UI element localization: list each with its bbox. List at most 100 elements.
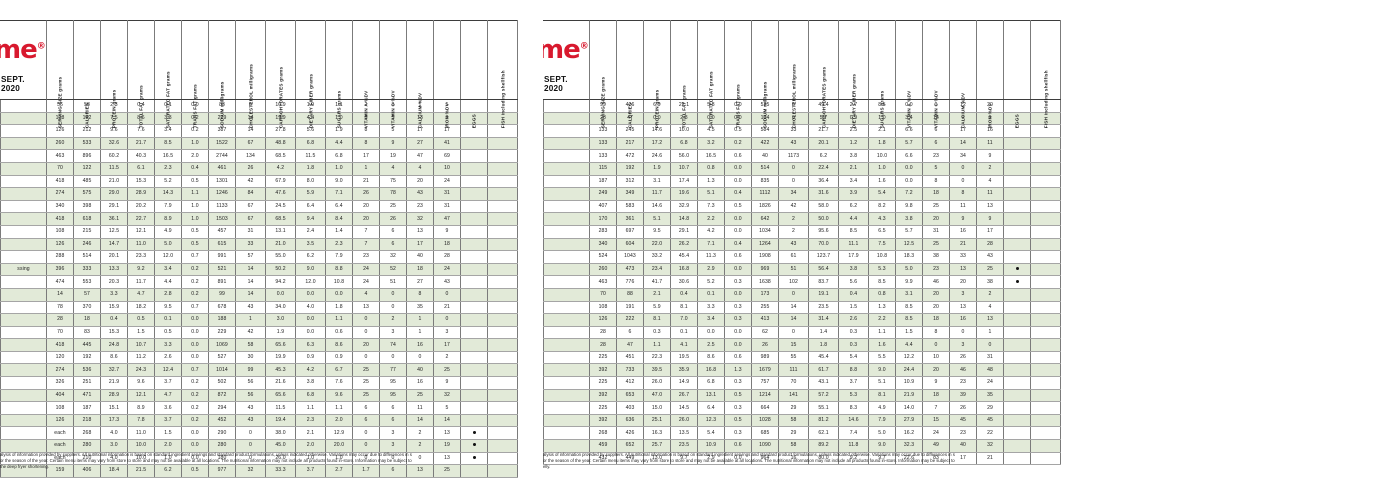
column-header-fiber[interactable]: DIETARY FIBER grams [295, 20, 326, 129]
table-row[interactable]: 283 697 9.5 29.1 4.2 0.0 1034 2 95.6 8.5 6.5 5.7 31 1… [543, 225, 1061, 239]
column-header-vitc[interactable]: VITAMIN C %DV [379, 20, 407, 129]
table-row[interactable]: 392 653 47.0 26.7 13.1 0.5 1214 141 57.2 5.3 8.1 21… [543, 389, 1061, 403]
column-header-vita[interactable]: VITAMIN A %DV [352, 20, 380, 129]
column-header-chol[interactable]: CHOLESTEROL milligrams [778, 20, 809, 129]
table-row[interactable]: 187 312 3.1 17.4 1.3 0.0 835 0 36.4 3.4 1.6 0.0 8 0 4 [543, 175, 1061, 189]
column-header-eggs[interactable]: EGGS [1003, 20, 1031, 129]
table-row[interactable]: 432 449 13.0 9.7 2.9 0.0 964 16 80.0 9.2 9.7 22.6 83… [543, 452, 1061, 466]
table-row[interactable]: 170 361 5.1 14.8 2.2 0.0 642 2 50.0 4.4 4.3 3.8 20 9 9 [543, 212, 1061, 226]
table-row[interactable]: 126 212 9.6 7.6 3.4 0.2 387 14 27.8 5.6 1.9 8 5 17 17 [0, 124, 518, 138]
column-header-iron[interactable]: IRON %DV [976, 20, 1004, 129]
column-header-sugars[interactable]: SUGARS grams [325, 20, 353, 129]
cell-calcium: 2 [406, 439, 434, 453]
table-row[interactable]: 126 218 17.3 7.8 3.7 0.2 452 43 19.4 2.3 2.0 6 6 14 14 [0, 414, 518, 428]
table-row[interactable]: 260 473 23.4 16.8 2.9 0.0 969 51 56.4 3.8 5.3 5.0 23… [543, 263, 1061, 277]
table-row[interactable]: 392 636 25.1 26.0 12.3 0.5 1028 58 81.2 14.6 7.9 27… [543, 414, 1061, 428]
table-row[interactable]: each 280 3.0 10.0 2.0 0.0 280 0 45.0 2.0 20.0 0 3 2 19 [0, 439, 518, 453]
table-row[interactable]: 28 18 0.4 0.5 0.1 0.0 188 1 3.0 0.0 1.1 0 2 1 0 [0, 313, 518, 327]
cell-calories: 575 [73, 187, 101, 201]
table-row[interactable]: 225 403 15.0 14.5 6.4 0.3 664 29 55.1 8.3 4.9 14.0 7… [543, 401, 1061, 415]
table-row[interactable]: 274 575 29.0 28.9 14.3 1.1 1246 84 47.6 5.9 7.1 26 7… [0, 187, 518, 201]
table-row[interactable]: 249 349 11.7 19.6 5.1 0.4 1112 34 31.6 3.9 5.4 7.2 1… [543, 187, 1061, 201]
table-row[interactable]: 133 217 17.2 6.8 3.2 0.2 422 43 20.1 1.2 1.8 5.7 6 14… [543, 137, 1061, 151]
column-header-fish[interactable]: FISH including shellfish [1030, 20, 1061, 129]
table-row[interactable]: 70 88 2.1 0.4 0.1 0.0 173 0 19.1 0.4 0.8 3.1 20 3 2 [543, 288, 1061, 302]
column-header-vitc[interactable]: VITAMIN C %DV [922, 20, 950, 129]
table-row[interactable]: 108 187 15.1 8.9 3.6 0.2 294 43 11.5 1.1 1.1 6 6 11 5 [0, 401, 518, 415]
table-row[interactable]: ssing 396 333 13.3 9.2 3.4 0.2 521 14 50.2 9.0 8.8 2… [0, 263, 518, 277]
table-row[interactable]: 78 370 15.9 18.2 9.5 0.7 678 43 34.0 4.0 1.8 13 0 35 2… [0, 301, 518, 315]
column-header-fish[interactable]: FISH including shellfish [487, 20, 518, 129]
table-row[interactable]: 133 472 24.6 56.0 16.5 0.6 40 1173 6.2 3.8 10.0 6.6… [543, 149, 1061, 163]
table-row[interactable]: 14 57 3.3 4.7 2.8 0.2 99 14 0.0 0.0 0.0 4 0 8 0 [0, 288, 518, 302]
table-row[interactable]: 340 398 29.1 20.2 7.9 1.0 1133 67 24.5 6.4 6.4 20 25… [0, 200, 518, 214]
table-row[interactable]: 28 47 1.1 4.1 2.5 0.0 26 15 1.8 0.3 1.6 4.4 0 3 0 [543, 338, 1061, 352]
table-row[interactable]: 28 47 0.0 2.8 0.0 0.0 104 0 5.7 0.9 1.0 3.4 14 0 0 [543, 112, 1061, 126]
table-row[interactable]: 407 583 14.6 32.9 7.3 0.5 1826 42 58.0 6.2 8.2 9.8 2… [543, 200, 1061, 214]
table-row[interactable]: 268 426 16.3 13.5 5.4 0.3 685 29 62.1 7.4 5.0 16.2 2… [543, 426, 1061, 441]
column-header-protein[interactable]: PROTEIN grams [100, 20, 128, 129]
column-header-serving[interactable]: SERVING SIZE grams [589, 20, 617, 129]
table-row[interactable]: 326 251 21.9 9.6 3.7 0.2 502 56 21.6 3.8 7.6 25 95 16… [0, 376, 518, 390]
table-row[interactable]: 159 406 18.4 21.5 6.2 0.5 977 32 33.3 3.7 2.7 1.7 6 1… [0, 464, 518, 478]
table-row[interactable]: 260 533 32.6 21.7 8.5 1.0 1522 67 48.8 6.8 4.4 8 9 27… [0, 137, 518, 151]
table-row[interactable]: 108 191 5.9 8.1 3.3 0.3 255 14 23.5 1.5 1.3 8.5 20 13… [543, 301, 1061, 315]
cell-carbs: 95.6 [808, 225, 839, 239]
column-header-sodium[interactable]: SODIUM milligrams [208, 20, 236, 129]
nutrition-table-left[interactable]: SERVING SIZE grams CALORIES PROTEIN grams T… [0, 20, 518, 478]
column-header-iron[interactable]: IRON %DV [433, 20, 461, 129]
table-row[interactable]: 133 245 14.6 10.0 4.5 0.5 584 33 21.7 2.5 2.1 6.6 6 1… [543, 124, 1061, 138]
column-header-carbs[interactable]: CARBOHYDRATES grams [808, 20, 839, 129]
table-row[interactable]: 28 6 0.3 0.1 0.0 0.0 62 0 1.4 0.3 1.1 1.5 8 0 1 [543, 326, 1061, 340]
column-header-vita[interactable]: VITAMIN A %DV [895, 20, 923, 129]
column-header-serving[interactable]: SERVING SIZE grams [46, 20, 74, 129]
table-row[interactable]: 524 1043 33.2 45.4 11.3 0.6 1908 61 123.7 17.9 10.… [543, 250, 1061, 264]
table-row[interactable]: 392 733 39.5 35.9 16.8 1.3 1679 111 61.7 8.8 9.0 24… [543, 363, 1061, 378]
table-row[interactable]: 115 192 1.9 10.7 0.8 0.0 514 0 22.4 2.1 1.0 0.0 5 0 2 [543, 162, 1061, 176]
column-header-transfat[interactable]: TRANS FAT grams [724, 20, 752, 129]
table-row[interactable]: 108 182 7.5 8.6 3.3 0.2 229 14 19.9 4.4 1.0 8 5 13 8 [0, 112, 518, 126]
cell-iron: 13 [433, 452, 461, 466]
column-header-calories[interactable]: CALORIES [616, 20, 644, 129]
column-header-calcium[interactable]: CALCIUM %DV [406, 20, 434, 129]
column-header-sodium[interactable]: SODIUM milligrams [751, 20, 779, 129]
column-header-totalfat[interactable]: TOTAL FAT grams [127, 20, 155, 129]
column-header-calcium[interactable]: CALCIUM %DV [949, 20, 977, 129]
table-row[interactable]: 474 553 20.3 11.7 4.4 0.2 891 14 94.2 12.0 10.8 24 5… [0, 275, 518, 289]
table-row[interactable]: 99 426 6.9 22.1 5.3 0.0 525 0 49.4 2.7 8.5 0.0 0 12 20 [543, 99, 1061, 113]
table-row[interactable]: 120 192 8.6 11.2 2.6 0.0 527 30 19.9 0.9 0.9 0 0 0 2 [0, 351, 518, 365]
table-row[interactable]: 463 896 60.2 40.3 16.5 2.0 2744 134 68.5 11.5 6.8 1… [0, 149, 518, 163]
table-row[interactable]: 126 222 8.1 7.0 3.4 0.3 413 14 31.4 2.6 2.2 8.5 18 16… [543, 313, 1061, 327]
table-row[interactable]: 418 618 36.1 22.7 8.9 1.0 1503 67 68.5 9.4 8.4 20 26… [0, 212, 518, 226]
table-row[interactable]: 288 514 20.1 23.3 12.0 0.7 991 57 55.0 6.2 7.9 23 32… [0, 250, 518, 264]
column-header-chol[interactable]: CHOLESTEROL milligrams [235, 20, 266, 129]
table-row[interactable]: 418 445 24.8 10.7 3.3 0.0 1069 58 65.6 6.3 8.6 20 74… [0, 338, 518, 352]
table-row[interactable]: 56 58 2.3 0.4 0.1 0.0 83 0 10.9 1.9 1.1 2 8 1 5 [0, 99, 518, 113]
table-row[interactable]: 70 122 11.5 6.1 2.3 0.4 461 26 4.2 1.8 1.0 1 4 4 10 [0, 162, 518, 176]
table-row[interactable]: each 268 4.0 11.0 1.5 0.0 290 0 38.0 2.1 12.9 0 3 2 13 [0, 426, 518, 441]
table-row[interactable]: 126 246 14.7 11.0 5.0 0.5 615 33 21.0 3.5 2.3 7 6 17 1… [0, 238, 518, 252]
table-row[interactable]: 225 412 26.0 14.9 6.8 0.3 757 70 43.1 3.7 5.1 10.9 9… [543, 376, 1061, 390]
column-header-satfat[interactable]: SATURATED FAT grams [154, 20, 182, 129]
table-row[interactable]: 418 485 21.0 15.3 5.2 0.5 1301 42 67.9 8.0 9.0 21 75… [0, 175, 518, 189]
cell-eggs [1003, 238, 1031, 252]
column-header-fiber[interactable]: DIETARY FIBER grams [838, 20, 869, 129]
column-header-eggs[interactable]: EGGS [460, 20, 488, 129]
table-row[interactable]: 459 652 25.7 23.5 10.9 0.6 1090 58 89.2 11.8 9.0 32… [543, 439, 1061, 453]
nutrition-table-right[interactable]: SERVING SIZE grams CALORIES PROTEIN grams T… [543, 20, 1061, 466]
column-header-sugars[interactable]: SUGARS grams [868, 20, 896, 129]
column-header-transfat[interactable]: TRANS FAT grams [181, 20, 209, 129]
column-header-calories[interactable]: CALORIES [73, 20, 101, 129]
column-header-carbs[interactable]: CARBOHYDRATES grams [265, 20, 296, 129]
table-row[interactable]: 225 451 22.3 19.5 8.6 0.6 989 55 45.4 5.4 5.5 12.2 1… [543, 351, 1061, 365]
table-row[interactable]: each 210 4.0 10.0 1.0 0.0 180 0 26.0 1.0 1.0 0 0 0 13 [0, 452, 518, 466]
table-row[interactable]: 404 471 28.9 12.1 4.7 0.2 872 56 65.6 6.8 9.6 25 95 2… [0, 389, 518, 403]
table-row[interactable]: 70 83 15.3 1.5 0.5 0.0 229 42 1.9 0.0 0.6 0 3 1 3 [0, 326, 518, 340]
table-row[interactable]: 274 536 32.7 24.3 12.4 0.7 1014 99 45.3 4.2 6.7 25 7… [0, 363, 518, 378]
table-row[interactable]: 340 604 22.0 26.2 7.1 0.4 1264 43 70.0 11.1 7.5 12.… [543, 238, 1061, 252]
column-header-satfat[interactable]: SATURATED FAT grams [697, 20, 725, 129]
column-header-protein[interactable]: PROTEIN grams [643, 20, 671, 129]
table-row[interactable]: 108 215 12.5 12.1 4.9 0.5 457 31 13.1 2.4 1.4 7 6 13 9 [0, 225, 518, 239]
column-header-totalfat[interactable]: TOTAL FAT grams [670, 20, 698, 129]
table-row[interactable]: 463 776 41.7 30.6 5.2 0.3 1638 102 83.7 5.6 8.5 9.9… [543, 275, 1061, 289]
